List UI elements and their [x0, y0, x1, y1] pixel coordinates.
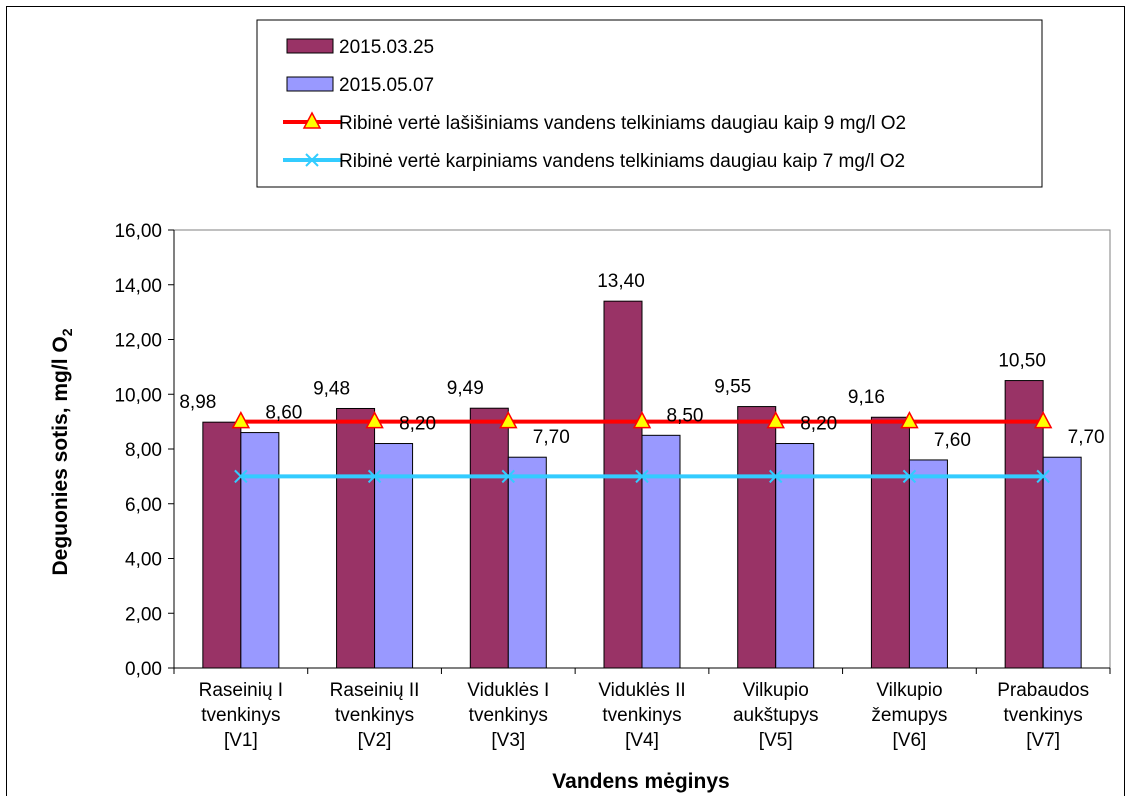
data-label: 13,40 — [597, 271, 645, 292]
y-axis-title: Deguonies sotis, mg/l O2 — [49, 328, 75, 575]
bar — [1004, 380, 1044, 669]
bar — [374, 443, 414, 669]
y-axis-title-main: Deguonies sotis, mg/l O — [49, 336, 72, 575]
x-tick-label: Raseinių II — [330, 680, 420, 701]
data-label: 8,98 — [179, 392, 216, 413]
bar — [202, 421, 242, 669]
data-label: 9,49 — [447, 378, 484, 399]
x-marker — [635, 469, 649, 484]
legend-x-marker — [305, 153, 319, 167]
data-label: 9,55 — [714, 377, 751, 398]
x-tick-label: Viduklės I — [467, 680, 549, 701]
bar — [775, 443, 815, 669]
y-tick-label: 14,00 — [114, 276, 162, 297]
triangle-marker — [231, 411, 251, 429]
y-tick-label: 0,00 — [125, 659, 162, 680]
data-label: 8,20 — [800, 414, 837, 435]
plot-area: 0,00 2,00 4,00 6,00 8,00 10,00 12,00 14,00 16,00… — [114, 221, 1111, 751]
data-label: 8,60 — [265, 403, 302, 424]
x-tick-label: žemupys — [871, 705, 947, 726]
x-marker — [367, 469, 382, 484]
legend-triangle-marker — [302, 111, 322, 129]
data-label: 7,70 — [1068, 427, 1105, 448]
data-label: 9,16 — [848, 387, 885, 408]
x-tick-label: Prabaudos — [997, 680, 1089, 701]
x-tick-label: [V3] — [491, 730, 525, 751]
legend-swatch — [286, 76, 334, 92]
y-tick-label: 16,00 — [114, 221, 162, 242]
y-tick-label: 8,00 — [125, 440, 162, 461]
x-tick-label: tvenkinys — [335, 705, 414, 726]
y-tick-label: 12,00 — [114, 331, 162, 352]
legend-label: Ribinė vertė karpiniams vandens telkinia… — [339, 151, 905, 172]
x-marker — [1036, 469, 1050, 484]
x-tick-label: [V1] — [224, 730, 258, 751]
x-tick-label: [V7] — [1026, 730, 1060, 751]
triangle-marker — [365, 411, 384, 429]
x-tick-label: tvenkinys — [1004, 705, 1083, 726]
triangle-marker — [900, 411, 919, 429]
legend-label: 2015.03.25 — [339, 37, 434, 58]
triangle-marker — [766, 411, 785, 429]
x-tick-label: tvenkinys — [469, 705, 548, 726]
legend: 2015.03.25 2015.05.07 Ribinė vertė lašišin… — [256, 19, 1043, 188]
legend-box — [256, 19, 1043, 188]
x-tick-label: [V2] — [358, 730, 392, 751]
triangle-marker — [632, 411, 652, 429]
bar — [908, 459, 948, 669]
data-label: 10,50 — [998, 351, 1046, 372]
legend-swatch — [286, 38, 334, 54]
data-label: 7,70 — [533, 427, 570, 448]
bar — [240, 432, 280, 669]
x-marker — [902, 469, 917, 484]
y-tick-label: 4,00 — [125, 550, 162, 571]
y-tick-label: 6,00 — [125, 495, 162, 516]
x-tick-label: Vilkupio — [743, 680, 809, 701]
data-label: 8,20 — [399, 414, 436, 435]
x-tick-label: [V4] — [625, 730, 659, 751]
x-marker — [501, 469, 515, 484]
x-tick-label: Raseinių I — [199, 680, 284, 701]
bar — [469, 407, 509, 669]
bar — [1042, 456, 1082, 669]
x-tick-label: tvenkinys — [602, 705, 681, 726]
x-tick-label: aukštupys — [733, 705, 819, 726]
triangle-marker — [499, 411, 518, 429]
y-tick-label: 10,00 — [114, 385, 162, 406]
y-axis-title-subscript: 2 — [59, 328, 75, 336]
bar — [336, 407, 376, 669]
x-tick-label: Vilkupio — [876, 680, 942, 701]
data-label: 9,48 — [313, 378, 350, 399]
bar — [737, 406, 777, 669]
x-marker — [234, 469, 248, 484]
x-axis-title: Vandens mėginys — [552, 770, 729, 793]
bar — [507, 456, 547, 669]
bar — [603, 300, 643, 669]
bar — [641, 434, 681, 669]
legend-label: 2015.05.07 — [339, 75, 434, 96]
legend-label: Ribinė vertė lašišiniams vandens telkini… — [339, 113, 906, 134]
x-marker — [769, 469, 783, 484]
bar — [870, 416, 910, 669]
y-tick-label: 2,00 — [125, 604, 162, 625]
x-tick-label: [V5] — [759, 730, 793, 751]
data-label: 8,50 — [667, 405, 704, 426]
data-label: 7,60 — [934, 430, 971, 451]
x-tick-label: tvenkinys — [201, 705, 280, 726]
triangle-marker — [1033, 411, 1053, 429]
x-tick-label: [V6] — [893, 730, 927, 751]
x-tick-label: Viduklės II — [598, 680, 685, 701]
